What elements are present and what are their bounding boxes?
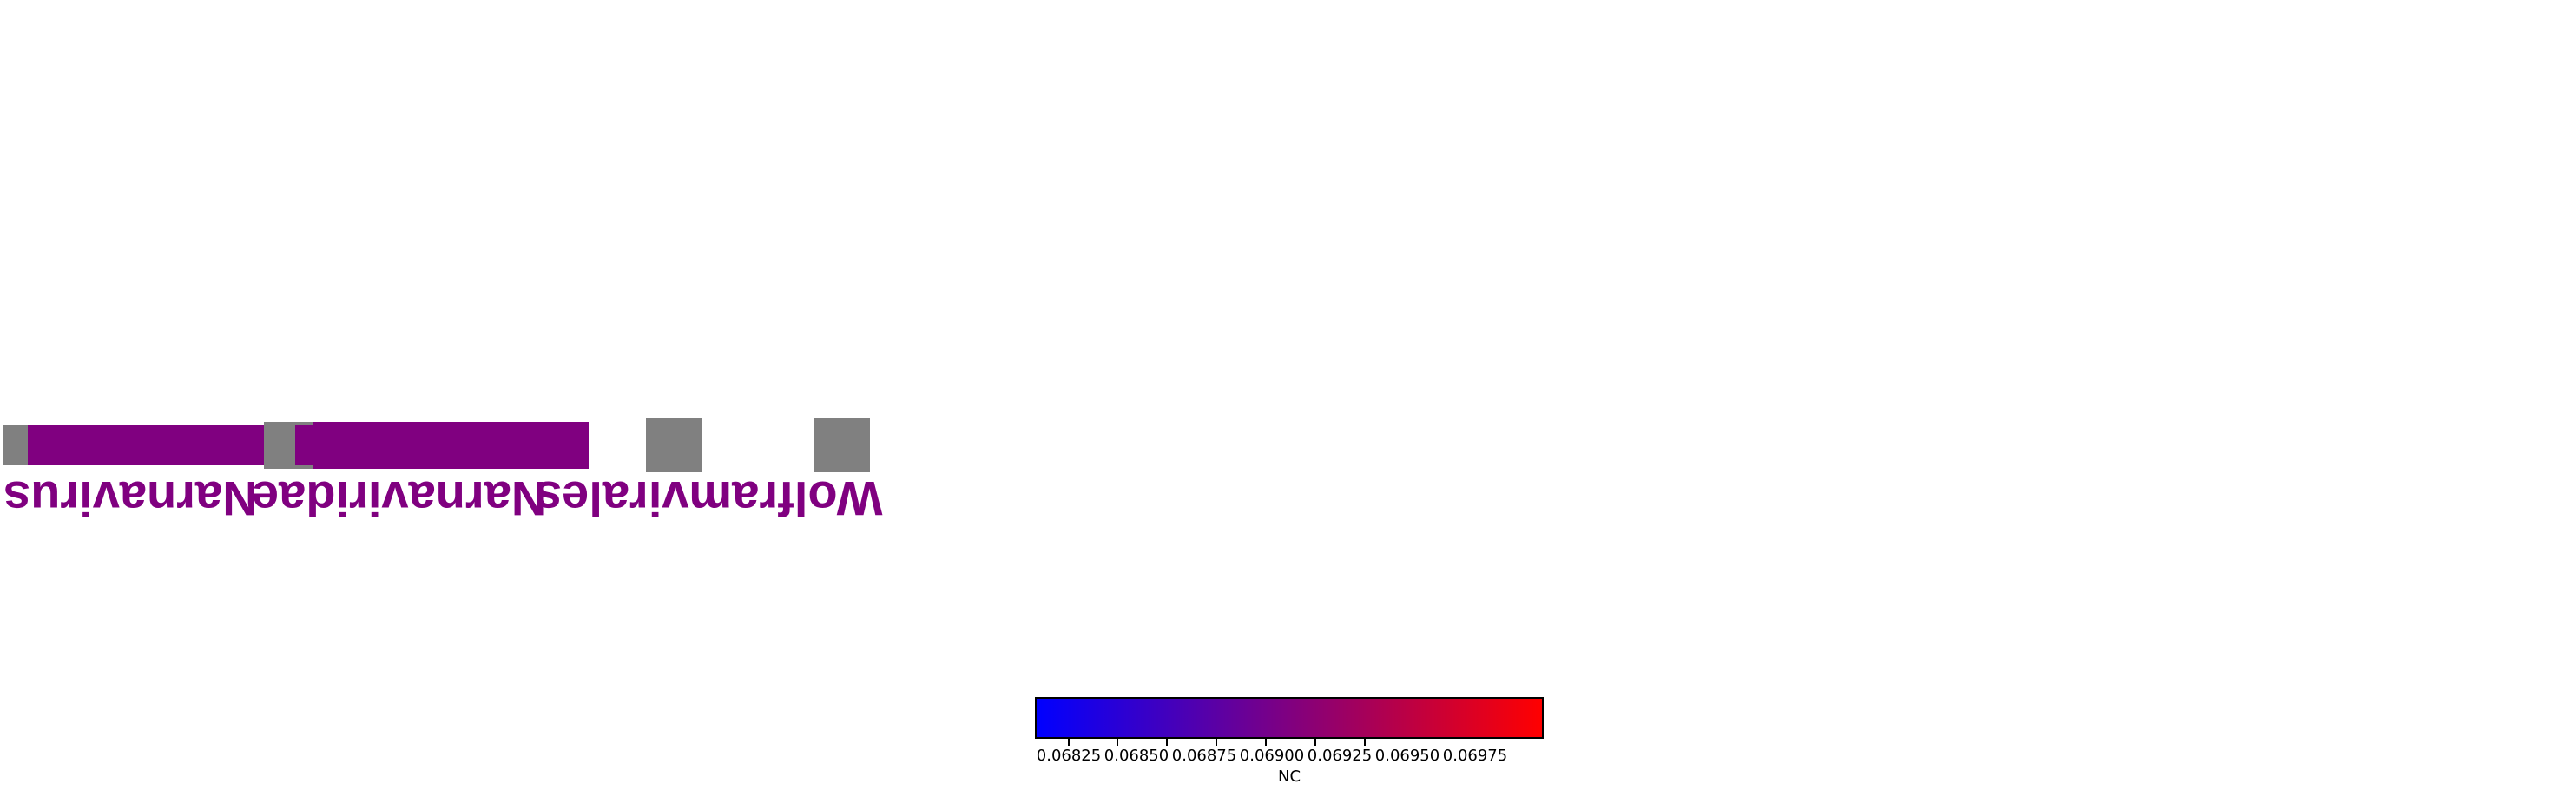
- colorbar-tick: [1166, 739, 1168, 746]
- colorbar-label: NC: [1277, 767, 1301, 786]
- colorbar-tick-label: 0.06975: [1442, 747, 1508, 765]
- colorbar-tick: [1216, 739, 1217, 746]
- colorbar-tick: [1117, 739, 1118, 746]
- family-block: [313, 422, 589, 469]
- missing-block-far-left: [3, 425, 28, 465]
- colorbar-tick-label: 0.06925: [1307, 747, 1373, 765]
- missing-block-order-mid: [646, 418, 702, 472]
- family-block-inner-gap: [295, 425, 313, 465]
- order-label: Wolframvirales: [535, 471, 883, 526]
- colorbar-tick-label: 0.06950: [1374, 747, 1440, 765]
- genus-block: [28, 425, 295, 465]
- colorbar-tick: [1364, 739, 1366, 746]
- colorbar-tick-label: 0.06825: [1036, 747, 1102, 765]
- colorbar: [1035, 697, 1544, 739]
- missing-block-order-right: [814, 418, 870, 472]
- colorbar-tick: [1314, 739, 1316, 746]
- colorbar-tick-label: 0.06850: [1104, 747, 1169, 765]
- colorbar-tick-label: 0.06900: [1239, 747, 1305, 765]
- colorbar-tick-label: 0.06875: [1171, 747, 1237, 765]
- genus-label: Narnavirus: [3, 471, 258, 526]
- colorbar-tick: [1265, 739, 1267, 746]
- family-label: Narnaviridae: [252, 471, 547, 526]
- colorbar-tick: [1068, 739, 1070, 746]
